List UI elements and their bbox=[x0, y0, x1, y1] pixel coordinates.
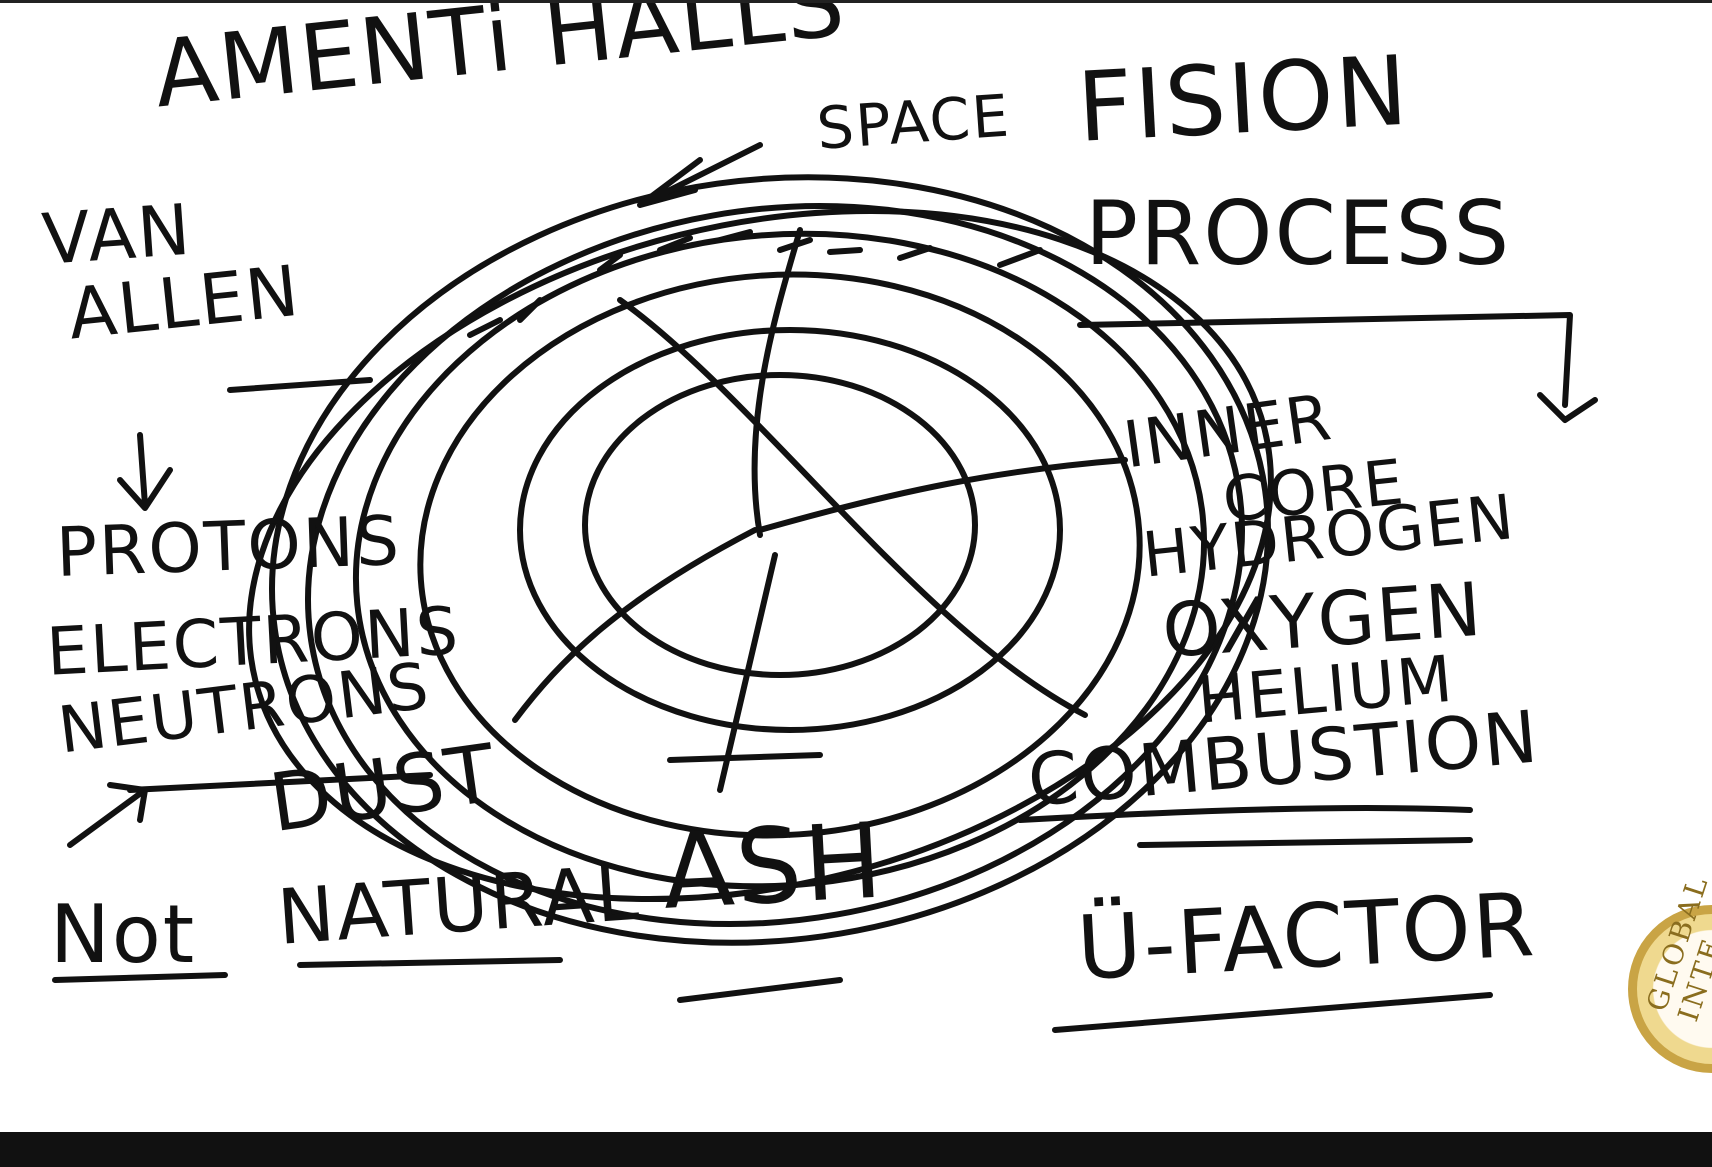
arrow-space bbox=[637, 142, 763, 208]
radial-line bbox=[512, 527, 758, 723]
underline-combustion-2 bbox=[1137, 837, 1473, 848]
arrow-van-allen bbox=[117, 432, 173, 511]
atmosphere-ring bbox=[246, 207, 1274, 903]
outer-ring-2 bbox=[305, 202, 1245, 928]
dash-protons bbox=[227, 377, 373, 393]
arrow-process bbox=[1077, 312, 1598, 423]
inner-core-ring bbox=[582, 372, 978, 678]
underline-ash bbox=[677, 977, 843, 1003]
radial-line bbox=[617, 297, 1088, 718]
radial-line bbox=[751, 227, 803, 538]
bottom-edge bbox=[0, 1132, 1712, 1167]
label-protons: PROTONS bbox=[54, 501, 403, 593]
label-process: PROCESS bbox=[1085, 182, 1512, 285]
hatch-marks bbox=[467, 229, 1043, 338]
radial-line bbox=[757, 457, 1128, 533]
underline-not bbox=[52, 972, 228, 983]
underline-natural bbox=[297, 957, 563, 968]
label-not: Not bbox=[50, 888, 197, 981]
underline-combustion bbox=[1017, 805, 1473, 823]
radial-line bbox=[717, 552, 778, 793]
outer-ring bbox=[269, 174, 1271, 946]
label-fision: FISION bbox=[1074, 34, 1413, 164]
arrow-neutrons bbox=[67, 782, 148, 848]
dash-ash bbox=[667, 752, 823, 763]
ring-4 bbox=[417, 271, 1143, 839]
label-u-factor: Ü-FACTOR bbox=[1074, 872, 1539, 1000]
ring-5 bbox=[517, 327, 1063, 733]
underline-neutrons bbox=[127, 772, 433, 793]
label-ash: ASH bbox=[659, 799, 887, 933]
top-edge bbox=[0, 0, 1712, 3]
underline-u-factor bbox=[1052, 992, 1493, 1033]
label-space: SPACE bbox=[814, 81, 1013, 163]
